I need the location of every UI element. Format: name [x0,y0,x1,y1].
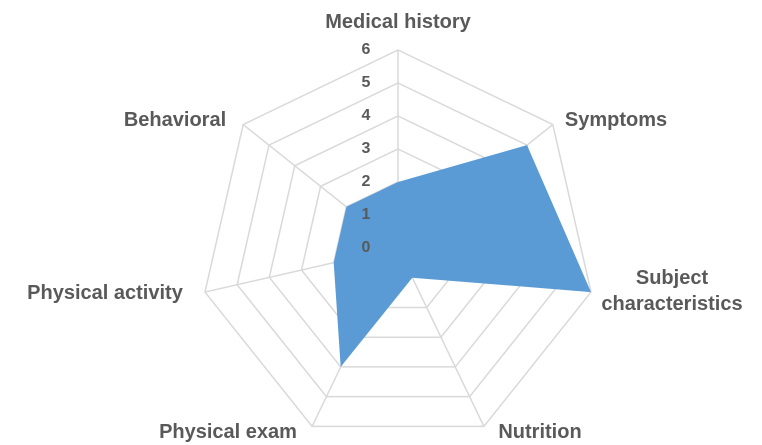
tick-label: 5 [362,74,371,91]
tick-label: 0 [362,239,371,256]
category-label: Medical history [325,11,471,33]
tick-label: 2 [362,173,371,190]
grid-ring [204,49,592,428]
category-label: Physical exam [159,421,297,443]
tick-label: 4 [362,107,371,124]
category-label: Physical activity [27,282,183,304]
spoke [397,247,485,427]
tick-label: 3 [362,140,371,157]
data-area [333,145,591,367]
category-label: Nutrition [498,421,582,443]
category-label: Symptoms [564,109,668,131]
category-label: Subject characteristics [601,267,743,315]
category-label: Behavioral [123,109,227,131]
tick-label: 6 [362,41,371,58]
tick-label: 1 [362,206,371,223]
